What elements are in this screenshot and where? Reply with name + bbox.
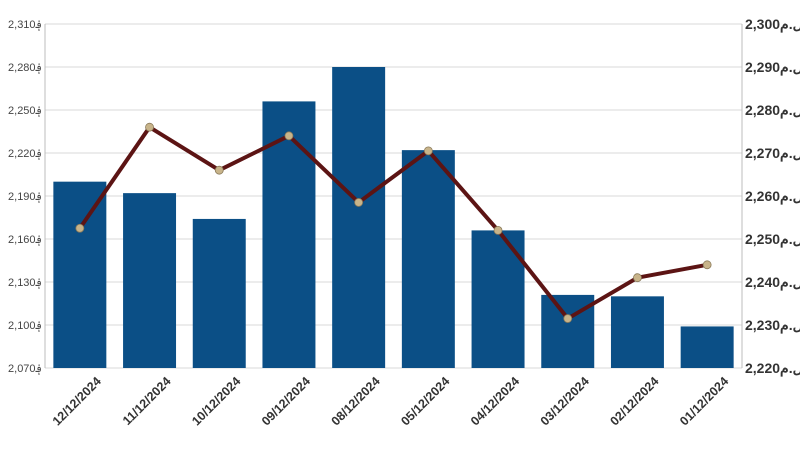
- left-tick-label: 2,220؋: [8, 148, 42, 160]
- x-tick-label: 01/12/2024: [677, 374, 731, 428]
- bar: [123, 193, 177, 368]
- right-tick-label: 2,260ل.م: [745, 188, 800, 205]
- line-point: [702, 260, 712, 270]
- left-tick-label: 2,310؋: [8, 19, 42, 31]
- left-tick-label: 2,100؋: [8, 320, 42, 332]
- right-tick-label: 2,280ل.م: [745, 102, 800, 119]
- x-axis-ticks: 12/12/2024 11/12/2024 10/12/2024 09/12/2024…: [50, 374, 731, 428]
- line-point: [354, 198, 364, 207]
- bar: [332, 67, 386, 368]
- line-point: [284, 131, 294, 141]
- left-tick-label: 2,070؋: [8, 363, 42, 375]
- bars: [53, 67, 734, 369]
- x-tick-label: 09/12/2024: [259, 374, 313, 428]
- left-tick-label: 2,160؋: [8, 234, 42, 246]
- line-point: [145, 122, 154, 132]
- bar: [262, 101, 316, 369]
- x-tick-label: 10/12/2024: [189, 374, 243, 428]
- line-series: [77, 125, 710, 321]
- series-line: [77, 125, 710, 321]
- right-tick-label: 2,250ل.م: [745, 231, 800, 248]
- line-point: [633, 273, 642, 283]
- line-points: [75, 122, 712, 323]
- bar: [680, 326, 734, 368]
- bar: [610, 296, 664, 368]
- bar: [192, 218, 246, 368]
- line-point: [563, 314, 573, 323]
- right-tick-label: 2,270ل.م: [745, 145, 800, 162]
- left-tick-label: 2,250؋: [8, 105, 42, 117]
- x-tick-label: 12/12/2024: [50, 374, 104, 428]
- right-tick-label: 2,300ل.م: [745, 16, 800, 33]
- line-point: [75, 223, 85, 233]
- right-tick-label: 2,220ل.م: [745, 360, 800, 377]
- left-axis-ticks: 2,070؋ 2,100؋ 2,130؋ 2,160؋ 2,190؋ 2,220؋ 2,25…: [8, 19, 42, 375]
- x-tick-label: 08/12/2024: [329, 374, 383, 428]
- right-axis-ticks: 2,220ل.م 2,230ل.م 2,240ل.م 2,250ل.م 2,260ل.م…: [745, 16, 800, 377]
- line-point: [493, 225, 503, 235]
- bar: [401, 150, 455, 368]
- left-tick-label: 2,280؋: [8, 62, 42, 74]
- x-tick-label: 02/12/2024: [607, 374, 661, 428]
- right-tick-label: 2,240ل.م: [745, 274, 800, 291]
- x-tick-label: 03/12/2024: [538, 374, 592, 428]
- x-tick-label: 11/12/2024: [120, 374, 174, 428]
- x-tick-label: 05/12/2024: [398, 374, 452, 428]
- line-point: [423, 146, 433, 156]
- right-tick-label: 2,290ل.م: [745, 59, 800, 76]
- left-tick-label: 2,190؋: [8, 191, 42, 203]
- left-tick-label: 2,130؋: [8, 277, 42, 289]
- line-point: [214, 165, 224, 175]
- bar: [53, 181, 107, 368]
- x-tick-label: 04/12/2024: [468, 374, 522, 428]
- right-tick-label: 2,230ل.م: [745, 317, 800, 334]
